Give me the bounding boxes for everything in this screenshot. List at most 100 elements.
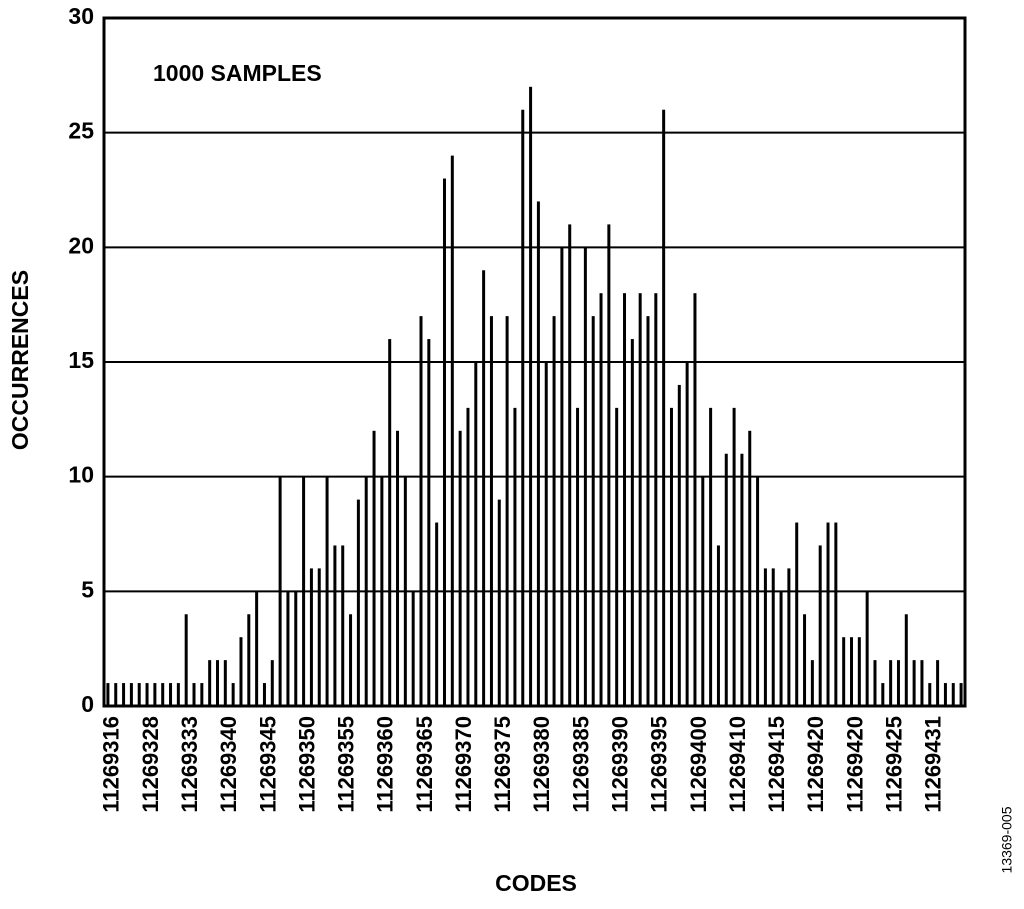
bar xyxy=(850,637,854,706)
x-tick-label: 11269400 xyxy=(686,716,711,813)
x-tick-label: 11269420 xyxy=(842,716,867,813)
x-tick-label: 11269355 xyxy=(334,716,359,813)
bar xyxy=(231,683,235,706)
x-tick-label: 11269390 xyxy=(607,716,632,813)
bar xyxy=(912,660,916,706)
x-tick-label: 11269360 xyxy=(373,716,398,813)
x-tick-label: 11269340 xyxy=(216,716,241,813)
bar xyxy=(341,545,345,706)
figure-id: 13369-005 xyxy=(999,806,1015,873)
bar xyxy=(654,293,658,706)
bar xyxy=(701,476,705,706)
bar xyxy=(920,660,924,706)
bar xyxy=(145,683,149,706)
bar xyxy=(693,293,697,706)
bar xyxy=(732,407,736,706)
bar xyxy=(685,362,689,706)
bar xyxy=(881,683,885,706)
bar xyxy=(169,683,173,706)
bar xyxy=(161,683,165,706)
bar xyxy=(865,591,869,706)
bar xyxy=(873,660,877,706)
bar xyxy=(583,247,587,707)
x-axis-label: CODES xyxy=(495,870,577,896)
y-tick-label: 10 xyxy=(68,462,94,488)
x-tick-label: 11269410 xyxy=(725,716,750,813)
x-tick-label: 11269370 xyxy=(451,716,476,813)
bar xyxy=(388,339,392,706)
bar xyxy=(599,293,603,706)
bar xyxy=(215,660,219,706)
bar xyxy=(951,683,955,706)
bar xyxy=(435,522,439,706)
bar xyxy=(427,339,431,706)
bar xyxy=(200,683,204,706)
bar xyxy=(270,660,274,706)
bar xyxy=(810,660,814,706)
bar xyxy=(239,637,243,706)
bar xyxy=(309,568,313,706)
bar xyxy=(255,591,259,706)
y-tick-label: 5 xyxy=(81,576,94,602)
x-tick-label: 11269431 xyxy=(921,716,946,813)
bar xyxy=(936,660,940,706)
bar xyxy=(114,683,118,706)
bar xyxy=(740,453,744,706)
bar xyxy=(662,109,666,706)
bar xyxy=(372,430,376,706)
x-tick-label: 11269375 xyxy=(490,716,515,813)
bar xyxy=(278,476,282,706)
y-tick-label: 0 xyxy=(81,691,94,717)
bar xyxy=(677,384,681,706)
bar xyxy=(787,568,791,706)
bar xyxy=(716,545,720,706)
bar xyxy=(842,637,846,706)
bar xyxy=(568,224,572,706)
bar xyxy=(442,178,446,707)
bar xyxy=(294,591,298,706)
bar xyxy=(857,637,861,706)
x-tick-label: 11269350 xyxy=(294,716,319,813)
bar xyxy=(904,614,908,706)
bar xyxy=(489,316,493,706)
bar xyxy=(826,522,830,706)
bar xyxy=(364,476,368,706)
bar xyxy=(638,293,642,706)
x-tick-label: 11269425 xyxy=(881,716,906,813)
bar xyxy=(646,316,650,706)
plot-frame xyxy=(102,16,967,708)
bar xyxy=(709,407,713,706)
bar xyxy=(529,86,533,707)
bar xyxy=(896,660,900,706)
bar xyxy=(536,201,540,706)
bar xyxy=(356,499,360,706)
bar xyxy=(466,407,470,706)
y-tick-label: 15 xyxy=(68,347,94,373)
x-tick-label: 11269385 xyxy=(568,716,593,813)
bar xyxy=(795,522,799,706)
bar xyxy=(333,545,337,706)
bar xyxy=(474,362,478,706)
bar xyxy=(513,407,517,706)
bar xyxy=(818,545,822,706)
x-tick-label: 11269345 xyxy=(255,716,280,813)
x-tick-label: 11269380 xyxy=(529,716,554,813)
bar xyxy=(349,614,353,706)
bar xyxy=(419,316,423,706)
bar xyxy=(184,614,188,706)
x-tick-label: 11269395 xyxy=(647,716,672,813)
bar xyxy=(482,270,486,706)
y-axis-label: OCCURRENCES xyxy=(7,270,33,450)
x-tick-label: 11269333 xyxy=(177,716,202,813)
bar xyxy=(153,683,157,706)
y-tick-label: 20 xyxy=(68,232,94,258)
bar xyxy=(669,407,673,706)
bar xyxy=(380,476,384,706)
bar xyxy=(779,591,783,706)
y-tick-label: 25 xyxy=(68,118,94,144)
bar xyxy=(943,683,947,706)
bar xyxy=(247,614,251,706)
bar xyxy=(129,683,133,706)
bar xyxy=(623,293,627,706)
